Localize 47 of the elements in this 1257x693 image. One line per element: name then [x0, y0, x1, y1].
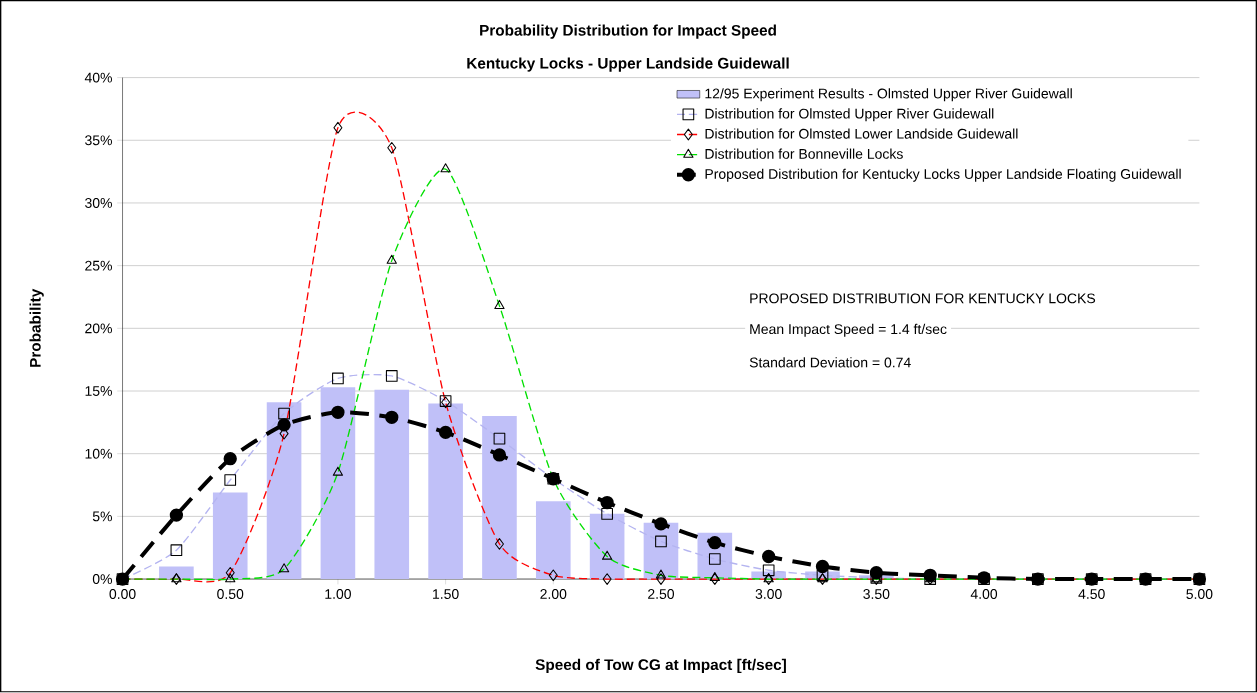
point	[223, 452, 237, 466]
legend-label: Distribution for Olmsted Lower Landside Guidewall	[705, 128, 1018, 139]
point	[923, 568, 937, 583]
y-tick-label: 20%	[85, 323, 112, 334]
x-axis-title: Speed of Tow CG at Impact [ft/sec]	[535, 659, 786, 674]
point	[438, 425, 453, 440]
legend-label: 12/95 Experiment Results - Olmsted Upper River Guidewall	[705, 88, 1072, 102]
y-tick-label: 30%	[85, 198, 112, 209]
legend-label: Distribution for Olmsted Upper River Guidewall	[705, 108, 994, 122]
point	[708, 536, 722, 550]
point	[815, 560, 830, 574]
x-tick-label: 0.00	[109, 589, 136, 600]
annotation: Mean Impact Speed = 1.4 ft/sec	[750, 324, 947, 338]
point	[169, 508, 184, 522]
x-tick-label: 4.50	[1078, 589, 1105, 600]
chart-subtitle: Kentucky Locks - Upper Landside Guidewall	[467, 57, 789, 72]
bar	[374, 389, 410, 580]
legend-label: Distribution for Bonneville Locks	[705, 148, 903, 160]
chart-title: Probability Distribution for Impact Speed	[480, 24, 776, 39]
x-tick-label: 2.00	[540, 589, 567, 600]
y-tick-label: 35%	[85, 135, 112, 146]
annotation: PROPOSED DISTRIBUTION FOR KENTUCKY LOCKS	[750, 293, 1096, 304]
y-tick-label: 40%	[84, 72, 112, 83]
legend-label: Proposed Distribution for Kentucky Locks Upper Landside Floating Guidewall	[705, 168, 1181, 182]
point	[277, 418, 291, 432]
y-tick-label: 10%	[85, 448, 112, 459]
annotation: Standard Deviation = 0.74	[749, 357, 911, 368]
y-tick-label: 5%	[92, 511, 112, 522]
point	[654, 517, 668, 531]
y-tick-label: 15%	[85, 386, 112, 397]
x-tick-label: 3.50	[863, 589, 890, 600]
bar	[535, 501, 571, 580]
x-tick-label: 1.50	[433, 589, 459, 600]
y-tick-label: 25%	[85, 260, 112, 271]
x-tick-label: 3.00	[755, 589, 782, 600]
y-tick-label: 0%	[92, 574, 112, 585]
point	[600, 496, 614, 510]
point	[385, 410, 399, 425]
point	[762, 550, 776, 564]
point	[492, 448, 507, 462]
x-tick-label: 0.50	[217, 589, 244, 600]
y-axis-title: Probability	[29, 289, 44, 368]
x-tick-label: 2.50	[648, 589, 675, 600]
x-tick-label: 4.00	[970, 589, 998, 600]
point	[331, 405, 345, 420]
x-tick-label: 5.00	[1186, 589, 1213, 600]
x-tick-label: 1.00	[325, 589, 351, 600]
